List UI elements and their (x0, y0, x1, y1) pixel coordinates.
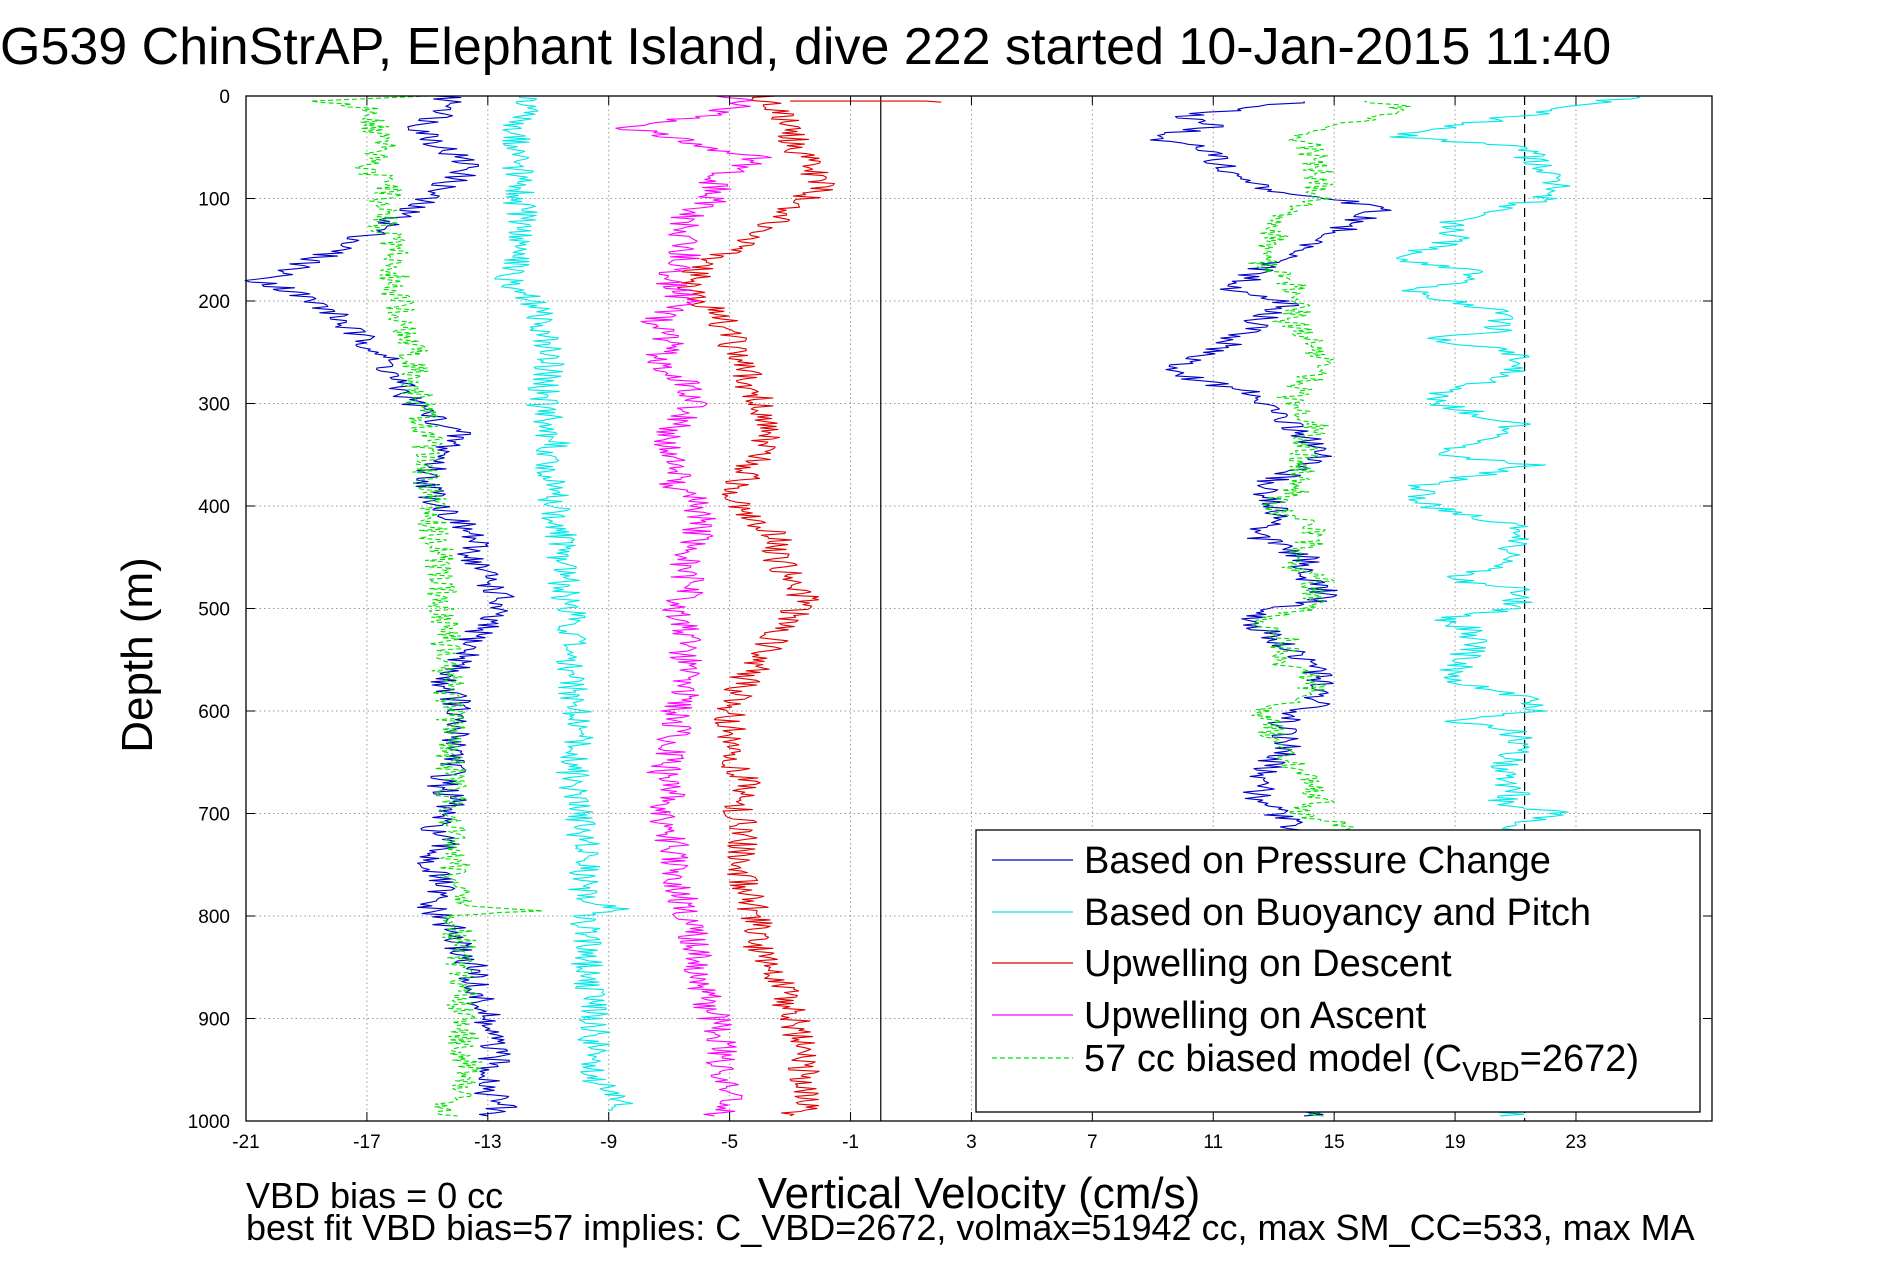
legend-label-text: Based on Pressure Change (1084, 840, 1551, 882)
legend-label: Upwelling on Descent (1084, 943, 1452, 985)
series-line (615, 95, 772, 1117)
legend-label: Based on Pressure Change (1084, 840, 1551, 882)
y-tick-label: 500 (198, 600, 230, 621)
y-axis-title: Depth (m) (113, 557, 162, 753)
x-tick-label: 3 (966, 1132, 977, 1153)
legend-box (975, 829, 1701, 1113)
x-tick-label: -13 (474, 1132, 501, 1153)
x-tick-label: -5 (721, 1132, 738, 1153)
x-axis-title: Vertical Velocity (cm/s) (758, 1169, 1201, 1218)
grid (246, 96, 1712, 1121)
y-tick-label: 0 (219, 87, 230, 108)
legend-label-text: Upwelling on Ascent (1084, 995, 1427, 1037)
vbd-bias-annotation: VBD bias = 0 cc (246, 1175, 503, 1216)
y-tick-label: 900 (198, 1010, 230, 1031)
y-tick-label: 1000 (188, 1112, 230, 1133)
chart-title: G539 ChinStrAP, Elephant Island, dive 22… (0, 18, 1611, 76)
y-tick-label: 800 (198, 907, 230, 928)
y-tick-label: 700 (198, 805, 230, 826)
y-tick-label: 100 (198, 190, 230, 211)
y-tick-label: 600 (198, 702, 230, 723)
x-tick-label: 15 (1324, 1132, 1345, 1153)
y-tick-label: 400 (198, 497, 230, 518)
x-tick-label: 23 (1565, 1132, 1586, 1153)
x-tick-label: 19 (1445, 1132, 1466, 1153)
x-tick-label: 7 (1087, 1132, 1098, 1153)
x-tick-label: -17 (353, 1132, 380, 1153)
y-tick-label: 200 (198, 292, 230, 313)
x-tick-label: -1 (842, 1132, 859, 1153)
legend-label-text: Upwelling on Descent (1084, 943, 1452, 985)
legend-label: Upwelling on Ascent (1084, 995, 1427, 1037)
legend: Based on Pressure Change Based on Buoyanc… (975, 829, 1701, 1113)
series-line (790, 100, 942, 103)
x-tick-label: -9 (600, 1132, 617, 1153)
legend-label-suffix: =2672) (1520, 1038, 1639, 1080)
legend-label-text: 57 cc biased model (C (1084, 1038, 1462, 1080)
x-tick-label: 11 (1203, 1132, 1223, 1153)
series-line (310, 95, 544, 1117)
legend-label: Based on Buoyancy and Pitch (1084, 892, 1591, 934)
series-line (494, 95, 634, 1112)
x-tick-label: -21 (232, 1132, 259, 1153)
legend-label-subscript: VBD (1462, 1056, 1520, 1087)
y-tick-label: 300 (198, 395, 230, 416)
best-fit-annotation: best fit VBD bias=57 implies: C_VBD=2672… (246, 1207, 1695, 1248)
axis-ticks: -21 -17 -13 -9 -5 -1 3 7 11 15 19 23010020030040050… (188, 87, 1712, 1153)
series-line (677, 95, 835, 1117)
legend-label: 57 cc biased model (CVBD=2672) (1084, 1038, 1639, 1087)
legend-label-text: Based on Buoyancy and Pitch (1084, 892, 1591, 934)
